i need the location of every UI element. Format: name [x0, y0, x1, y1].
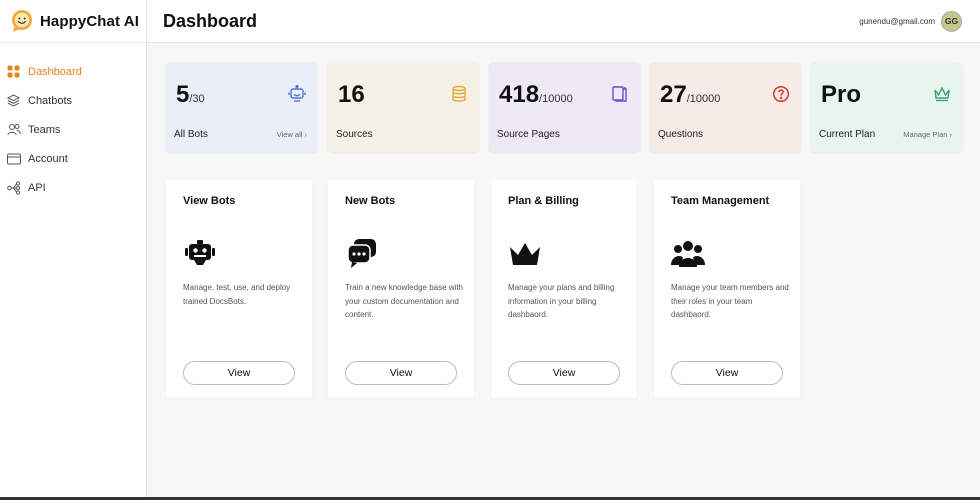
- card-description: Manage your team members and their roles…: [671, 283, 789, 319]
- stat-label: Questions: [658, 129, 704, 140]
- card-title: Plan & Billing: [508, 195, 579, 207]
- user-email: gunendu@gmail.com: [859, 16, 935, 26]
- card-description: Manage your plans and billing informatio…: [508, 283, 615, 319]
- top-header: Dashboard gunendu@gmail.com GG: [147, 0, 980, 43]
- sidebar: HappyChat AI Dashboard Chatbots Teams Ac…: [0, 0, 147, 500]
- stat-card-sources[interactable]: 16 Sources: [328, 62, 479, 152]
- sidebar-item-label: Teams: [28, 123, 61, 136]
- users-icon: [6, 122, 21, 137]
- stat-value: 27/10000: [660, 81, 721, 108]
- card-new-bots: New Bots Train a new knowledge base with…: [328, 180, 474, 398]
- question-icon: [772, 85, 790, 103]
- stat-card-current-plan[interactable]: Pro Current Plan Manage Plan ›: [811, 62, 962, 152]
- sidebar-item-label: API: [28, 181, 46, 194]
- logo-icon: [12, 10, 32, 32]
- card-icon: [6, 151, 21, 166]
- crown-icon: [510, 243, 540, 265]
- manage-plan-link[interactable]: Manage Plan ›: [903, 130, 952, 139]
- database-icon: [452, 85, 466, 102]
- stat-label: All Bots: [174, 129, 208, 140]
- stat-label: Current Plan: [819, 129, 876, 140]
- new-bots-button[interactable]: View: [345, 361, 457, 385]
- robot-icon: [185, 240, 215, 265]
- card-description: Train a new knowledge base with your cus…: [345, 283, 463, 319]
- brand[interactable]: HappyChat AI: [0, 0, 146, 43]
- sidebar-item-chatbots[interactable]: Chatbots: [0, 86, 146, 115]
- avatar[interactable]: GG: [941, 10, 962, 32]
- stat-value: 418/10000: [499, 81, 573, 108]
- stats-row: 5/30 All Bots View all › 16 Sources 418/…: [166, 62, 963, 152]
- card-title: New Bots: [345, 195, 396, 207]
- stat-card-questions[interactable]: 27/10000 Questions: [650, 62, 801, 152]
- sidebar-item-label: Account: [28, 152, 68, 165]
- team-management-button[interactable]: View: [671, 361, 783, 385]
- layers-icon: [6, 93, 21, 108]
- card-team-management: Team Management Manage your team members…: [654, 180, 800, 398]
- card-view-bots: View Bots Manage, test, use, and deploy …: [166, 180, 312, 398]
- view-bots-button[interactable]: View: [183, 361, 295, 385]
- stat-label: Sources: [336, 129, 373, 140]
- sidebar-item-label: Dashboard: [28, 65, 82, 78]
- stat-value: 5/30: [176, 81, 205, 108]
- sidebar-item-api[interactable]: API: [0, 173, 146, 202]
- team-icon: [671, 241, 705, 267]
- sidebar-nav: Dashboard Chatbots Teams Account API: [0, 43, 146, 202]
- card-title: Team Management: [671, 195, 770, 207]
- plan-billing-button[interactable]: View: [508, 361, 620, 385]
- stat-value: 16: [338, 81, 365, 108]
- pages-icon: [612, 86, 627, 102]
- grid-icon: [6, 64, 21, 79]
- api-icon: [6, 180, 21, 195]
- sidebar-item-label: Chatbots: [28, 94, 73, 107]
- page-title: Dashboard: [163, 10, 258, 31]
- stat-value: Pro: [821, 81, 862, 108]
- stat-label: Source Pages: [497, 129, 560, 140]
- stat-card-all-bots[interactable]: 5/30 All Bots View all ›: [166, 62, 317, 152]
- sidebar-item-dashboard[interactable]: Dashboard: [0, 57, 146, 86]
- chat-bubbles-icon: [347, 239, 376, 268]
- sidebar-item-account[interactable]: Account: [0, 144, 146, 173]
- robot-icon: [288, 85, 306, 102]
- sidebar-item-teams[interactable]: Teams: [0, 115, 146, 144]
- crown-icon: [934, 86, 950, 102]
- card-description: Manage, test, use, and deploy trained Do…: [183, 283, 291, 306]
- brand-name: HappyChat AI: [40, 12, 139, 30]
- card-plan-billing: Plan & Billing Manage your plans and bil…: [491, 180, 637, 398]
- view-all-link[interactable]: View all ›: [276, 130, 307, 139]
- card-title: View Bots: [183, 195, 236, 207]
- bottom-border: [0, 497, 980, 500]
- stat-card-source-pages[interactable]: 418/10000 Source Pages: [489, 62, 640, 152]
